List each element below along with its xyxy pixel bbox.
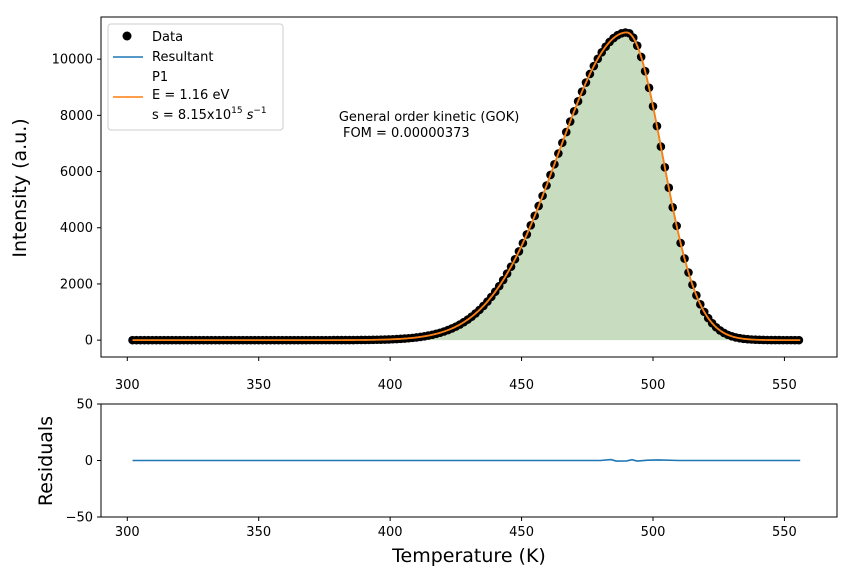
- y-tick-label: 6000: [60, 165, 93, 180]
- y-tick-label: 4000: [60, 221, 93, 236]
- y-tick-label: 0: [85, 454, 93, 469]
- legend-data-label: Data: [152, 30, 183, 45]
- y-tick-label: 10000: [52, 53, 93, 68]
- x-tick-label: 400: [378, 378, 403, 393]
- annotation-line-1: General order kinetic (GOK): [339, 110, 520, 125]
- y-tick-label: 8000: [60, 109, 93, 124]
- x-tick-label: 400: [378, 525, 403, 540]
- legend-data-marker: [122, 31, 132, 41]
- residual-y-axis-label: Residuals: [35, 416, 57, 506]
- main-panel: 300 350 400 450 500 550 0 2000 4000 6000 8000 1000…: [9, 16, 838, 393]
- annotation-line-2: FOM = 0.00000373: [339, 126, 470, 141]
- residual-y-ticks: −50 0 50: [66, 398, 101, 526]
- legend-box: [107, 23, 284, 131]
- x-tick-label: 300: [115, 525, 140, 540]
- x-tick-label: 500: [641, 378, 666, 393]
- residual-x-ticks: 300 350 400 450 500 550: [115, 517, 797, 540]
- main-plot-frame: [100, 16, 838, 358]
- x-tick-label: 550: [772, 525, 797, 540]
- x-tick-label: 350: [246, 525, 271, 540]
- p1-fill-path: [132, 32, 799, 341]
- p1-fill-area: [132, 32, 799, 341]
- y-tick-label: 2000: [60, 277, 93, 292]
- x-tick-label: 300: [115, 378, 140, 393]
- x-tick-label: 350: [246, 378, 271, 393]
- p1-line: [132, 31, 801, 342]
- legend-p1-energy: E = 1.16 eV: [152, 88, 229, 103]
- residual-series: [132, 458, 801, 462]
- legend-p1-s-unit: s: [247, 108, 254, 123]
- main-x-ticks: 300 350 400 450 500 550: [115, 357, 797, 393]
- residual-line: [132, 458, 801, 462]
- y-tick-label: 0: [85, 334, 93, 349]
- legend-resultant-label: Resultant: [152, 50, 213, 65]
- x-tick-label: 550: [772, 378, 797, 393]
- residual-panel: 300 350 400 450 500 550 −50 0 50 Residuals Temp…: [35, 398, 838, 567]
- main-y-axis-label: Intensity (a.u.): [9, 118, 31, 257]
- legend-p1-frequency: s = 8.15x1015 s−1: [152, 106, 267, 123]
- main-y-ticks: 0 2000 4000 6000 8000 10000: [52, 53, 101, 349]
- legend-p1-name: P1: [152, 70, 168, 85]
- legend-p1-s-unit-exp: −1: [253, 106, 266, 116]
- x-axis-label: Temperature (K): [391, 545, 546, 567]
- x-tick-label: 450: [509, 525, 534, 540]
- fit-lines: [132, 31, 801, 342]
- x-tick-label: 450: [509, 378, 534, 393]
- annotation: General order kinetic (GOK) FOM = 0.0000…: [339, 110, 520, 141]
- legend: Data Resultant P1 E = 1.16 eV s = 8.15x1…: [107, 23, 284, 131]
- y-tick-label: −50: [66, 511, 93, 526]
- legend-p1-s-exp: 15: [231, 106, 242, 116]
- legend-p1-s-prefix: s = 8.15x10: [152, 108, 231, 123]
- y-tick-label: 50: [76, 398, 93, 413]
- x-tick-label: 500: [641, 525, 666, 540]
